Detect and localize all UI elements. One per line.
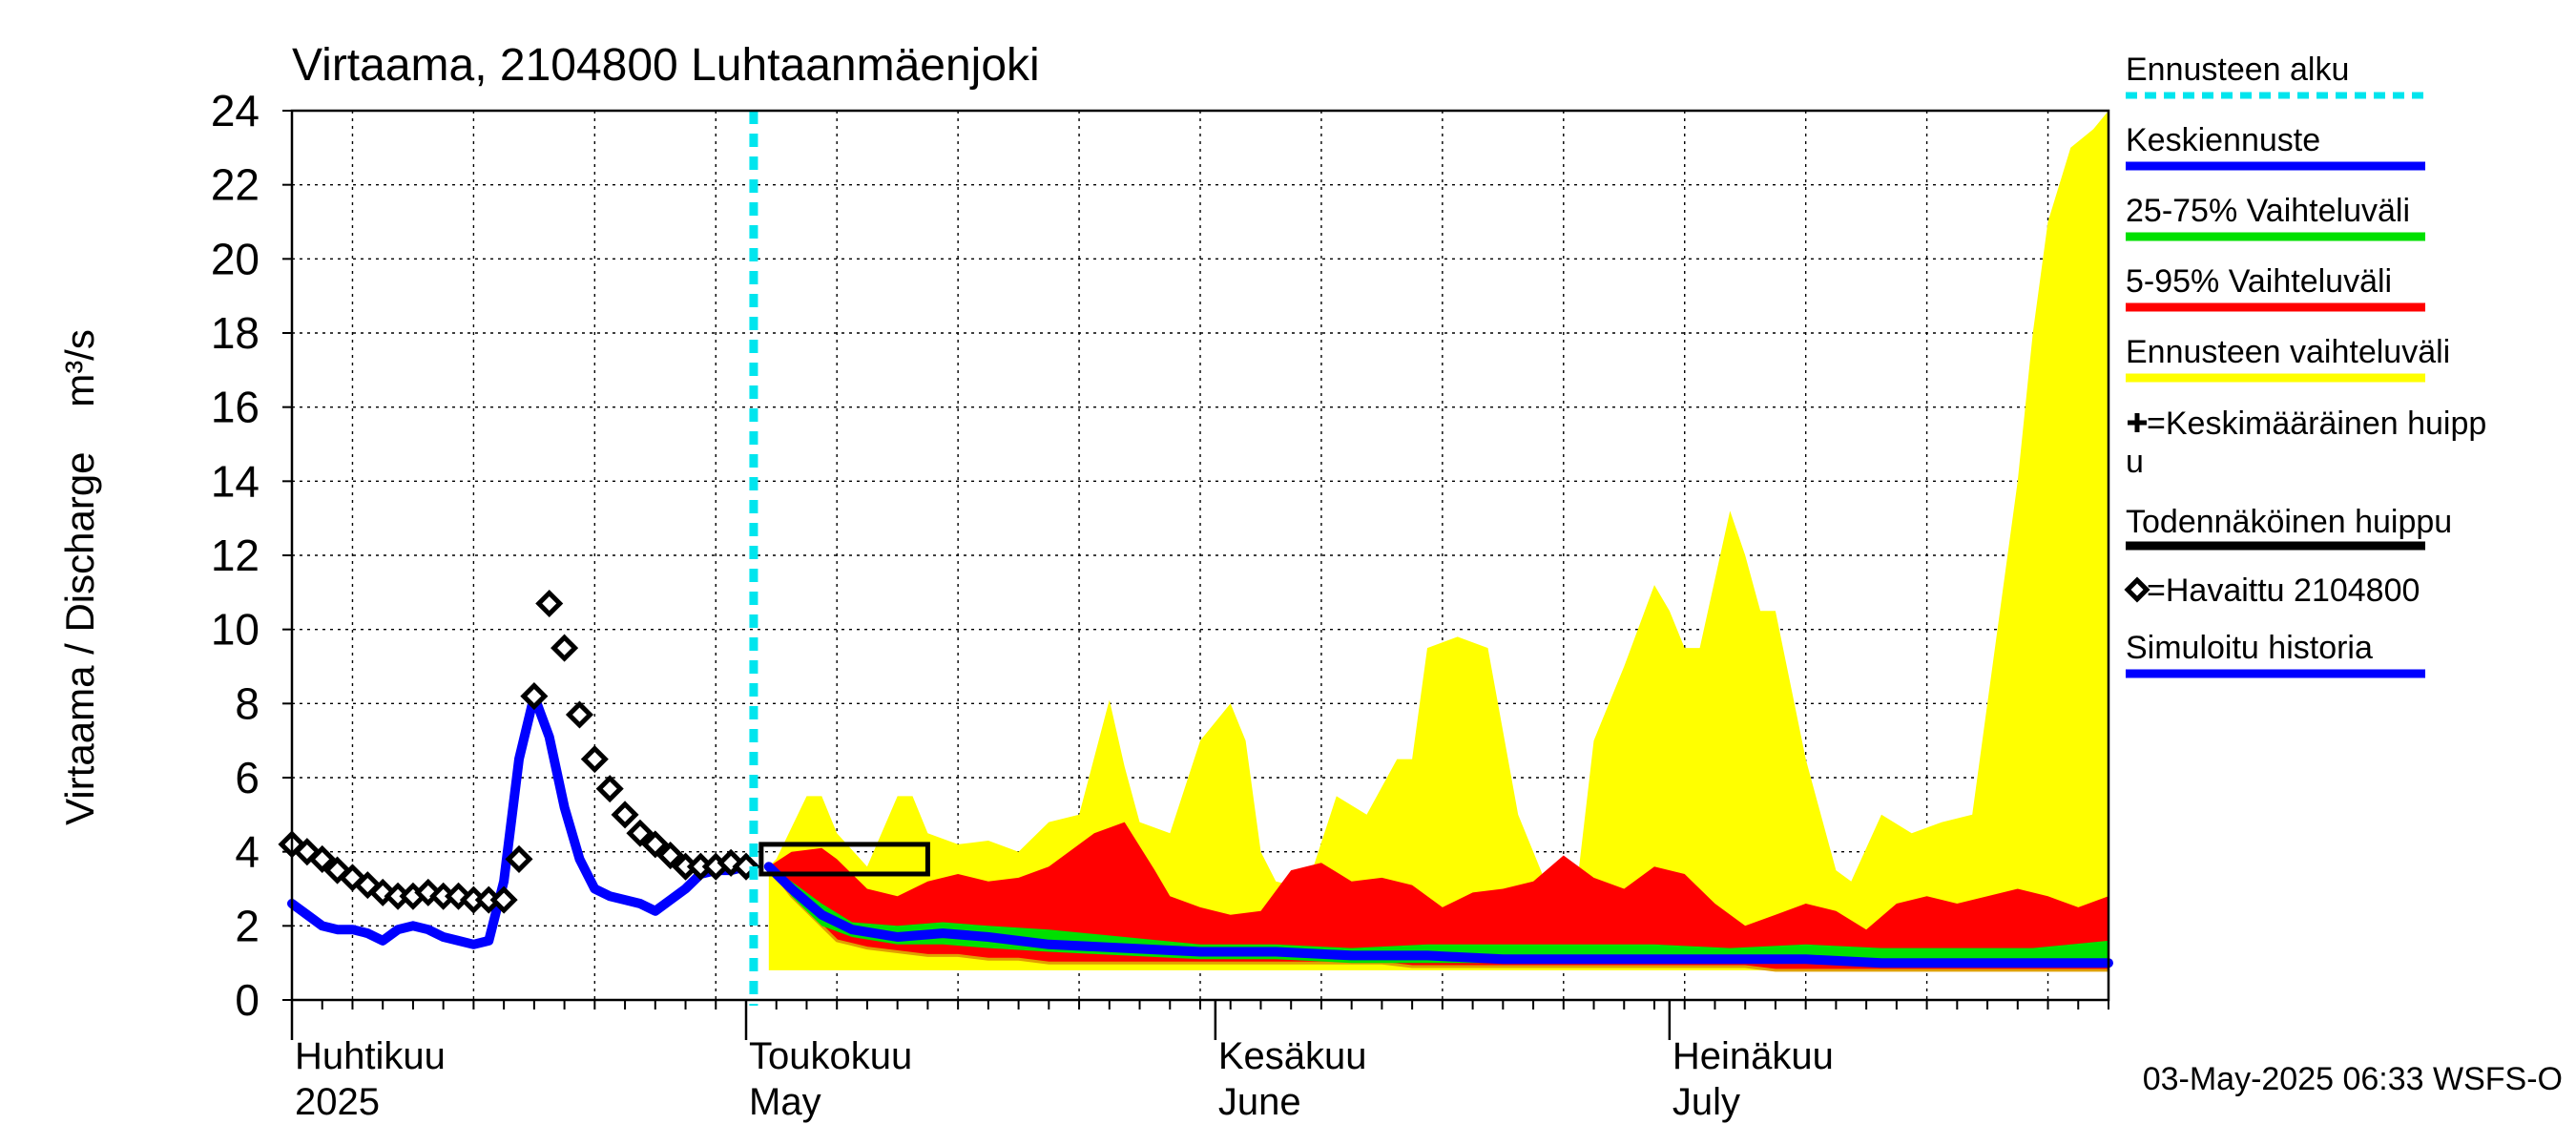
footer-timestamp: 03-May-2025 06:33 WSFS-O <box>2143 1061 2563 1097</box>
y-tick-label: 16 <box>211 383 260 432</box>
simulated-history-line <box>287 691 758 949</box>
legend-label: Simuloitu historia <box>2126 630 2373 666</box>
observed-point <box>580 745 609 774</box>
y-tick-label: 0 <box>235 975 260 1025</box>
observed-point <box>626 819 654 847</box>
median-forecast-line <box>763 862 2113 968</box>
x-month-sublabel: 2025 <box>295 1081 380 1123</box>
simulated-history-series <box>287 691 758 949</box>
y-tick-label: 20 <box>211 234 260 283</box>
observed-point <box>656 842 685 870</box>
observed-point <box>293 838 322 866</box>
observed-point <box>353 871 382 900</box>
observed-point <box>520 682 549 711</box>
legend-label: 5-95% Vaihteluväli <box>2126 263 2392 300</box>
y-tick-label: 2 <box>235 901 260 950</box>
x-month-label: Huhtikuu <box>295 1035 446 1077</box>
observed-series <box>278 589 760 914</box>
legend-label: =Keskimääräinen huipp <box>2147 406 2486 442</box>
y-tick-label: 6 <box>235 753 260 802</box>
band-25-75-area <box>768 866 2109 967</box>
legend-label-cont: u <box>2126 444 2144 480</box>
y-tick-label: 4 <box>235 827 260 877</box>
x-month-sublabel: July <box>1672 1081 1740 1123</box>
y-tick-label: 18 <box>211 308 260 358</box>
x-month-label: Kesäkuu <box>1218 1035 1367 1077</box>
x-month-label: Heinäkuu <box>1672 1035 1834 1077</box>
y-tick-label: 8 <box>235 678 260 728</box>
observed-point <box>444 882 473 910</box>
band-5-95-area <box>768 822 2109 970</box>
legend-label: =Havaittu 2104800 <box>2147 572 2420 609</box>
plot-area <box>278 109 2113 1006</box>
observed-point <box>565 700 594 729</box>
x-month-sublabel: May <box>749 1081 821 1123</box>
legend-label: Keskiennuste <box>2126 122 2320 158</box>
legend-label: Todennäköinen huippu <box>2126 504 2452 540</box>
observed-point <box>505 844 533 873</box>
y-tick-label: 10 <box>211 605 260 655</box>
x-month-sublabel: June <box>1218 1081 1301 1123</box>
legend-plus-icon <box>2128 413 2147 432</box>
legend-label: Ennusteen vaihteluväli <box>2126 334 2450 370</box>
probable-peak-series <box>758 842 930 877</box>
observed-point <box>489 885 518 914</box>
legend-label: Ennusteen alku <box>2126 52 2349 88</box>
y-tick-label: 12 <box>211 531 260 580</box>
observed-point <box>535 589 564 618</box>
observed-point <box>551 634 579 662</box>
observed-point <box>595 775 624 803</box>
y-tick-label: 24 <box>211 86 260 135</box>
chart-title: Virtaama, 2104800 Luhtaanmäenjoki <box>292 40 1040 91</box>
legend-label: 25-75% Vaihteluväli <box>2126 193 2410 229</box>
legend: Ennusteen alku Keskiennuste 25-75% Vaihtel… <box>2124 52 2486 678</box>
probable-peak-box <box>758 842 930 877</box>
observed-point <box>611 801 639 829</box>
y-tick-label: 14 <box>211 456 260 506</box>
observed-point <box>308 844 337 873</box>
y-axis-title: Virtaama / Discharge m³/s <box>57 329 102 825</box>
y-tick-label: 22 <box>211 160 260 210</box>
x-month-label: Toukokuu <box>749 1035 912 1077</box>
forecast-lines <box>763 862 2113 968</box>
legend-diamond-icon <box>2124 576 2150 603</box>
envelope-area <box>768 111 2109 970</box>
forecast-envelope-area <box>768 111 2109 970</box>
forecast-bands <box>767 822 2109 972</box>
observed-point <box>338 864 367 892</box>
observed-point <box>641 830 670 859</box>
band-5-95-lower-edge <box>767 865 2109 972</box>
